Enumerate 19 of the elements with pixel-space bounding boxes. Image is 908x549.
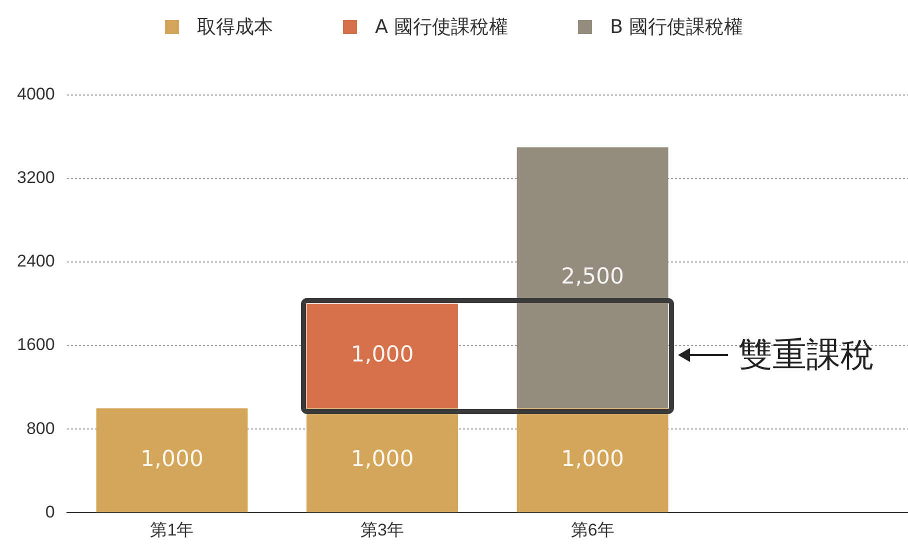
y-tick-label: 800 bbox=[26, 418, 55, 438]
data-label: 1,000 bbox=[350, 446, 414, 472]
y-tick-label: 3200 bbox=[16, 168, 55, 188]
y-tick-label: 2400 bbox=[16, 252, 55, 271]
data-label: 1,000 bbox=[350, 342, 414, 368]
data-label: 2,500 bbox=[561, 264, 624, 290]
x-tick-label: 第1年 bbox=[150, 520, 194, 540]
bar bbox=[96, 408, 248, 512]
x-tick-label: 第6年 bbox=[570, 520, 614, 540]
legend-label: B 國行使課稅權 bbox=[610, 15, 744, 40]
annotation: 雙重課稅 bbox=[738, 334, 874, 377]
x-tick-label: 第3年 bbox=[360, 520, 404, 540]
y-tick-label: 1600 bbox=[16, 335, 55, 354]
y-tick-label: 4000 bbox=[16, 84, 55, 104]
legend-label: A 國行使課稅權 bbox=[374, 15, 508, 40]
data-label: 1,000 bbox=[140, 446, 204, 472]
data-label: 1,000 bbox=[561, 446, 624, 472]
legend-label: 取得成本 bbox=[196, 15, 273, 40]
y-tick-label: 0 bbox=[45, 502, 55, 522]
